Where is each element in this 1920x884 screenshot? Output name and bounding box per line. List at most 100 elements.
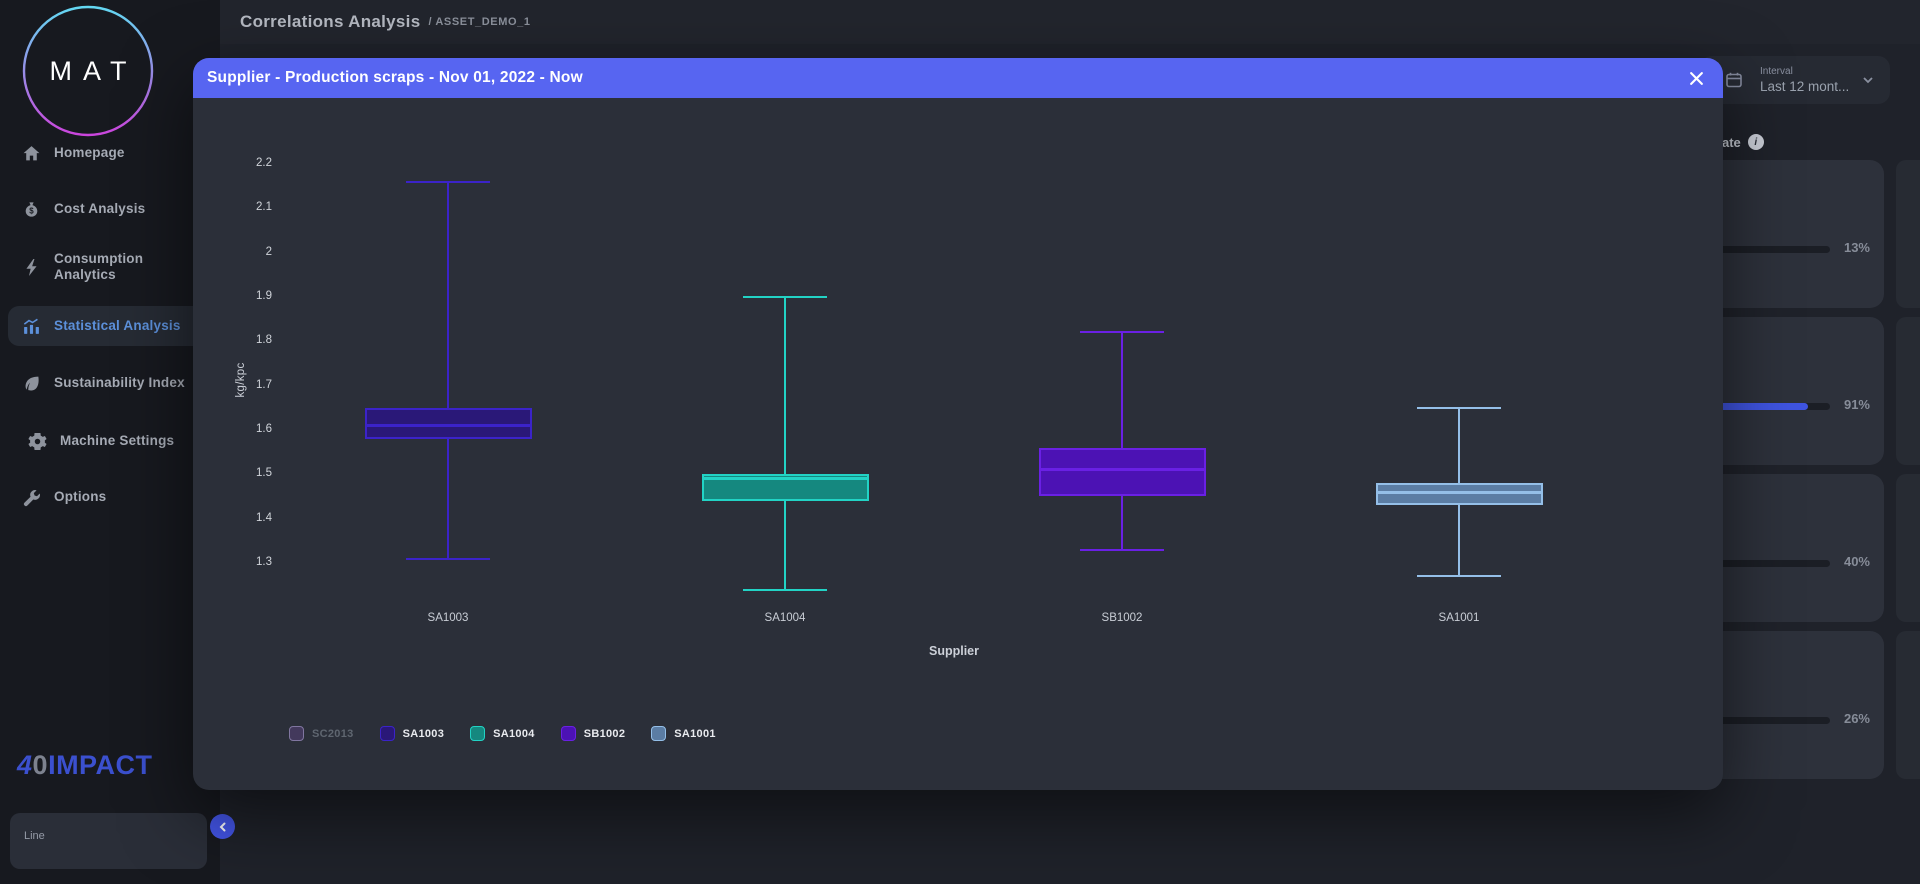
interval-label: Interval <box>1760 66 1793 77</box>
percent-value: 91% <box>1843 397 1870 412</box>
legend-swatch <box>470 726 486 741</box>
bolt-icon <box>22 258 41 277</box>
y-tick-label: 2.2 <box>256 157 272 169</box>
box-SA1003[interactable] <box>364 407 532 439</box>
y-tick-label: 1.5 <box>256 467 272 480</box>
clipped-card-edge <box>1896 474 1920 622</box>
y-tick-label: 1.4 <box>256 511 272 524</box>
wrench-icon <box>22 488 41 507</box>
legend-label: SB1002 <box>583 727 626 740</box>
sidebar-item-label: Statistical Analysis <box>54 317 181 333</box>
clipped-card-edge <box>1896 160 1920 308</box>
breadcrumb: / ASSET_DEMO_1 <box>428 16 531 28</box>
whisker-cap <box>1417 406 1501 409</box>
sidebar-item-label: Options <box>54 488 107 504</box>
whisker-cap <box>1080 548 1164 551</box>
chevron-left-icon <box>219 822 225 831</box>
whisker-cap <box>406 557 490 560</box>
sidebar-item-options[interactable]: Options <box>0 479 220 515</box>
x-tick-label: SA1003 <box>427 612 469 624</box>
whisker-line <box>1121 332 1123 550</box>
interval-selector[interactable]: Interval Last 12 mont... <box>1700 56 1890 104</box>
chart-legend: SC2013 SA1003 SA1004 SB1002 SA1001 <box>289 726 716 741</box>
sidebar-item-homepage[interactable]: Homepage <box>0 135 220 171</box>
brand-name: IMPACT <box>48 750 153 780</box>
whisker-line <box>447 181 449 559</box>
clipped-card-edge <box>1896 317 1920 465</box>
whisker-line <box>784 296 786 590</box>
box-SA1001[interactable] <box>1375 483 1543 506</box>
modal-dialog: Supplier - Production scraps - Nov 01, 2… <box>193 58 1723 790</box>
median-line <box>1375 490 1543 494</box>
y-tick-label: 2.1 <box>256 201 272 214</box>
app-logo: MAT <box>21 4 155 138</box>
modal-header: Supplier - Production scraps - Nov 01, 2… <box>193 58 1723 98</box>
y-tick-label: 1.7 <box>256 378 272 391</box>
whisker-cap <box>743 588 827 591</box>
sidebar-collapse-button[interactable] <box>210 814 235 839</box>
interval-field: Interval Last 12 mont... <box>1760 66 1849 94</box>
legend-label: SA1003 <box>402 727 445 740</box>
legend-item-sa1001[interactable]: SA1001 <box>651 726 716 741</box>
legend-item-sa1003[interactable]: SA1003 <box>379 726 445 741</box>
section-title-text: ate <box>1722 134 1741 150</box>
sidebar-item-cost-analysis[interactable]: $ Cost Analysis <box>0 191 220 227</box>
interval-value: Last 12 mont... <box>1760 79 1850 94</box>
modal-title: Supplier - Production scraps - Nov 01, 2… <box>207 69 583 86</box>
boxplot-plot-area: 2.2 2.1 2 1.9 1.8 1.7 1.6 1.5 1.4 1.3 SA1003 SA1004… <box>193 98 1723 790</box>
sidebar-item-machine-settings[interactable]: Machine Settings <box>0 423 220 459</box>
median-line <box>364 424 532 428</box>
page-title: Correlations Analysis <box>240 12 421 31</box>
sidebar-item-label: Homepage <box>54 144 125 160</box>
whisker-cap <box>1417 575 1501 578</box>
sidebar-item-sustainability-index[interactable]: Sustainability Index <box>0 365 220 401</box>
boxplot-chart: kg/kpc 2.2 2.1 2 1.9 1.8 1.7 1.6 1.5 1.4 1.3 SA100… <box>193 98 1723 790</box>
sidebar: MAT Homepage $ Cost Analysis Consumption… <box>0 0 220 884</box>
y-tick-label: 1.8 <box>256 334 272 347</box>
info-icon[interactable]: i <box>1747 134 1764 150</box>
svg-text:$: $ <box>29 206 34 215</box>
x-tick-label: SA1001 <box>1438 612 1480 624</box>
legend-label: SA1001 <box>674 727 716 740</box>
calendar-icon <box>1726 72 1742 88</box>
legend-swatch <box>289 726 304 741</box>
y-tick-label: 1.9 <box>256 289 272 302</box>
leaf-icon <box>22 374 41 393</box>
legend-item-sc2013[interactable]: SC2013 <box>289 726 354 741</box>
sidebar-item-statistical-analysis[interactable]: Statistical Analysis <box>8 306 220 346</box>
brand-zero: 0 <box>32 750 49 780</box>
box-SB1002[interactable] <box>1038 447 1206 497</box>
sidebar-item-label: Consumption Analytics <box>54 250 144 282</box>
y-tick-label: 1.6 <box>256 422 272 435</box>
legend-swatch <box>379 726 395 741</box>
median-line <box>701 477 869 481</box>
x-tick-label: SB1002 <box>1101 612 1143 624</box>
bar-chart-icon <box>22 317 41 336</box>
percent-value: 13% <box>1843 240 1870 255</box>
legend-swatch <box>560 726 576 741</box>
modal-close-button[interactable] <box>1683 65 1709 91</box>
clipped-card-edge <box>1896 631 1920 779</box>
line-selector[interactable]: Line <box>10 813 207 869</box>
whisker-cap <box>406 180 490 183</box>
percent-value: 26% <box>1843 711 1870 726</box>
home-icon <box>22 144 41 163</box>
legend-swatch <box>651 726 667 741</box>
sidebar-item-label: Cost Analysis <box>54 200 146 216</box>
sidebar-item-consumption-analytics[interactable]: Consumption Analytics <box>0 245 220 289</box>
x-tick-label: SA1004 <box>764 612 806 624</box>
gear-icon <box>28 432 47 451</box>
money-bag-icon: $ <box>22 200 41 219</box>
brand-logo: 40IMPACT <box>17 750 153 781</box>
percent-value: 40% <box>1843 554 1870 569</box>
legend-item-sb1002[interactable]: SB1002 <box>560 726 626 741</box>
chevron-down-icon <box>1863 77 1873 84</box>
sidebar-item-label: Machine Settings <box>60 432 175 448</box>
logo-ring-icon <box>22 5 154 137</box>
legend-item-sa1004[interactable]: SA1004 <box>470 726 535 741</box>
x-axis-title: Supplier <box>928 644 979 658</box>
top-header: Correlations Analysis / ASSET_DEMO_1 <box>220 0 1920 44</box>
legend-label: SC2013 <box>312 727 354 740</box>
whisker-cap <box>743 295 827 298</box>
